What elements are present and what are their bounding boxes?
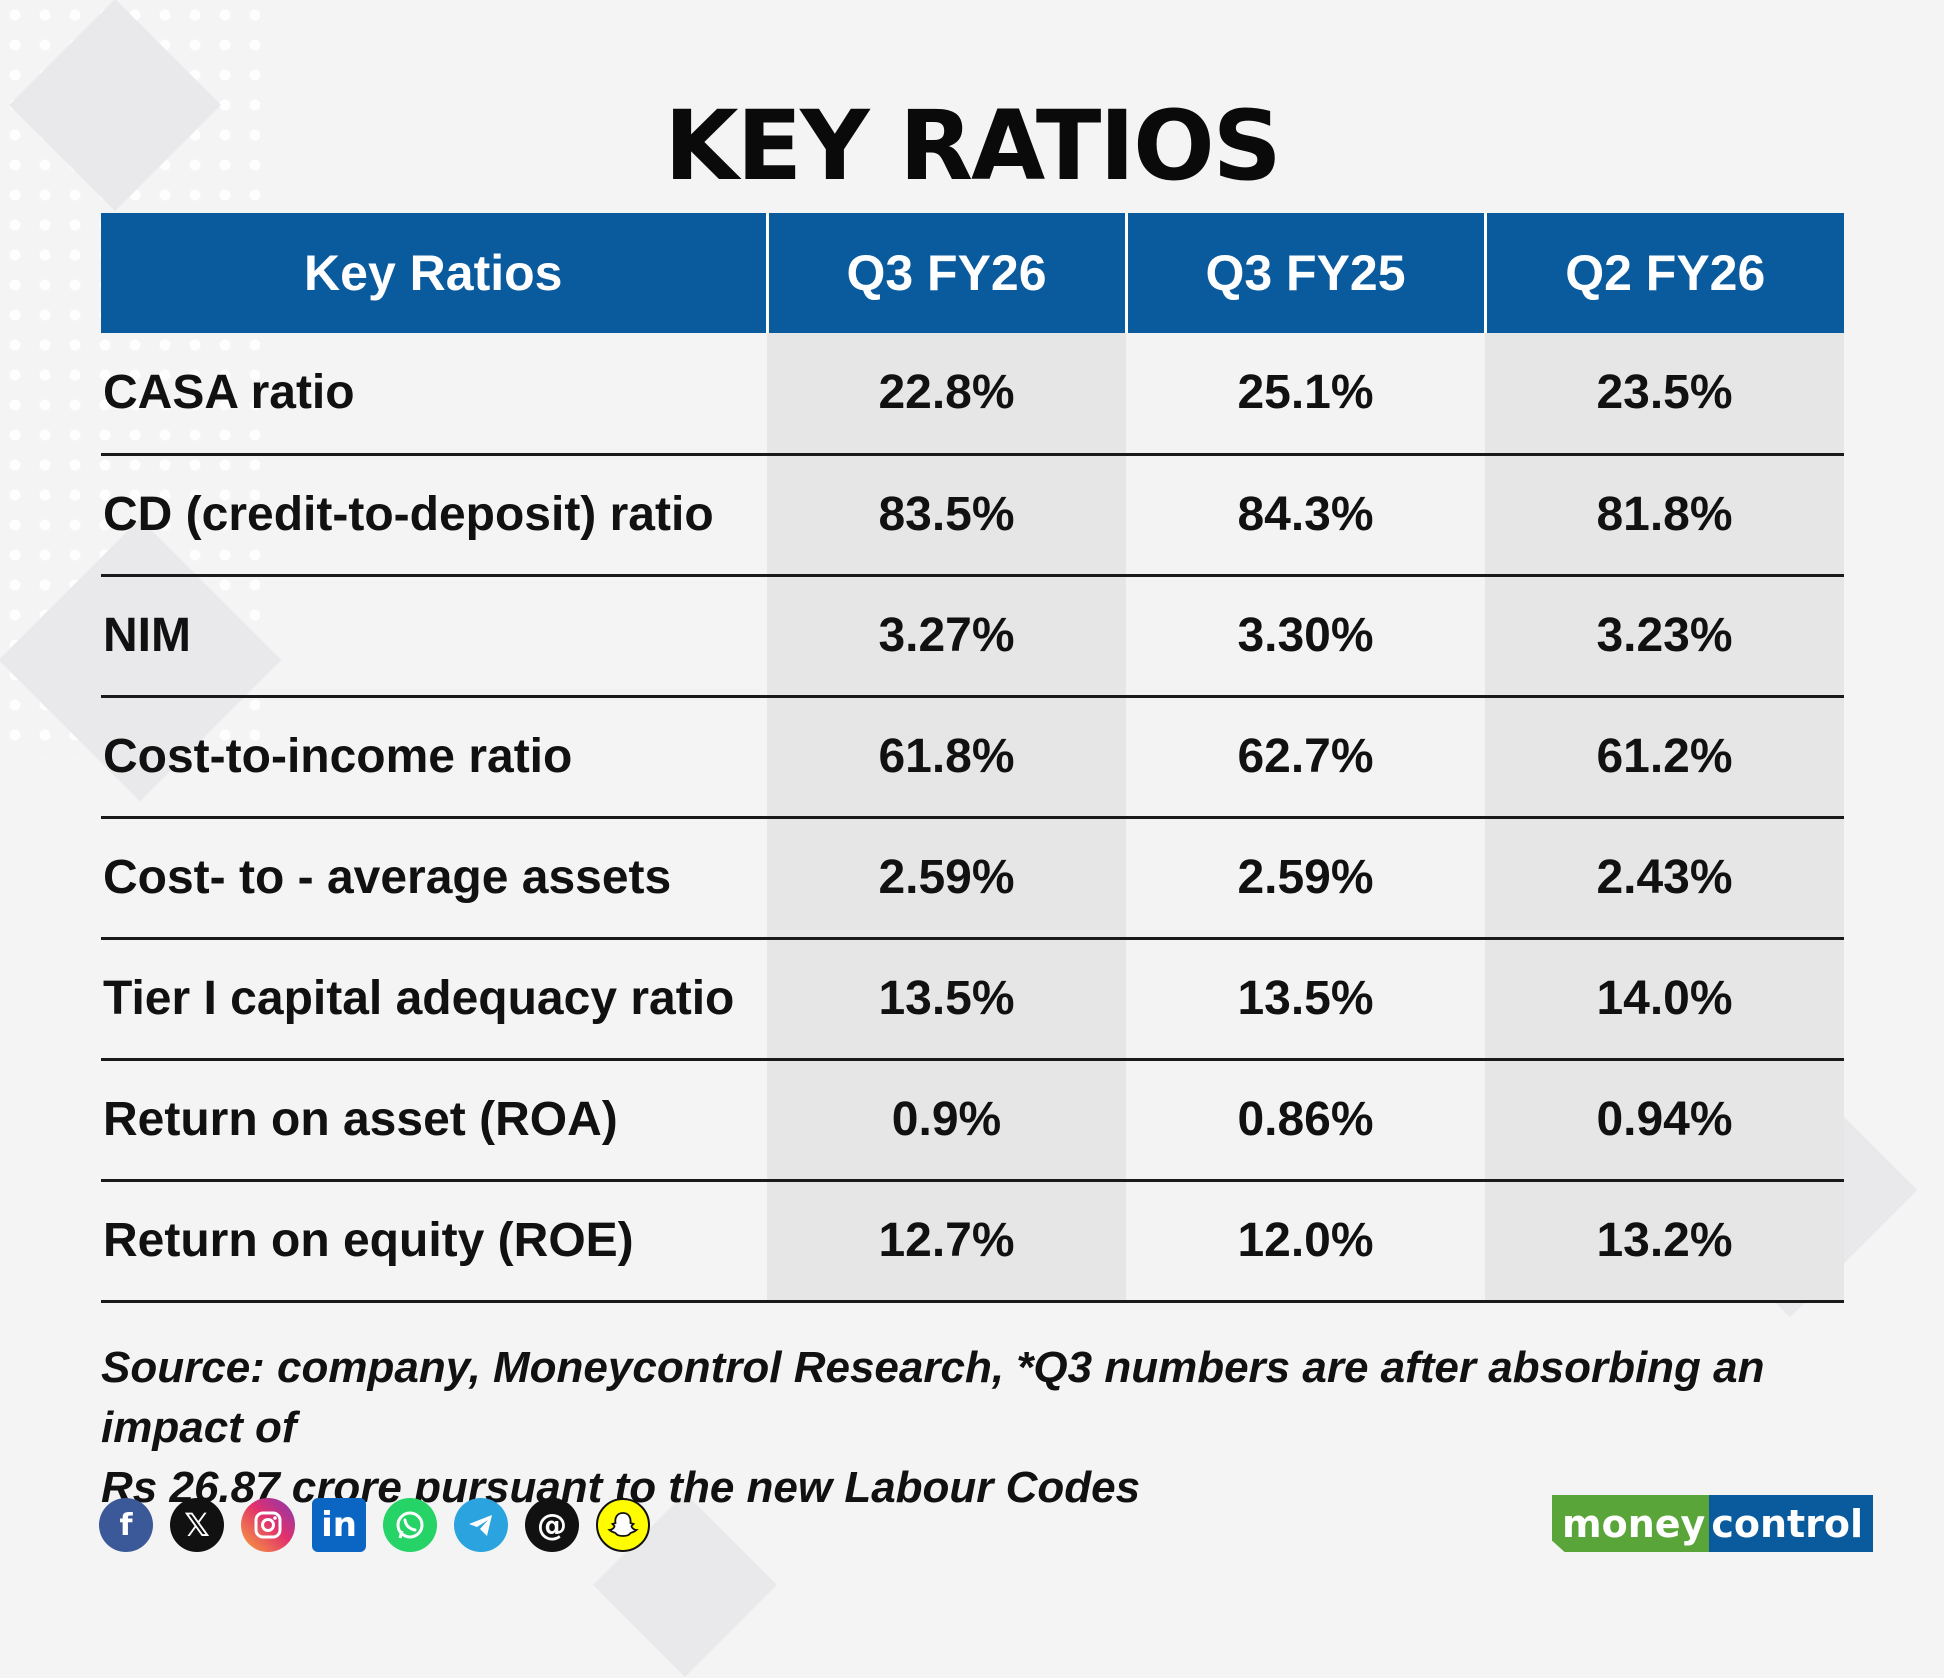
row-label: Return on asset (ROA) (101, 1059, 767, 1182)
column-header: Q3 FY26 (765, 213, 1126, 333)
table-cell: 61.8% (767, 696, 1126, 819)
table-cell: 3.30% (1126, 575, 1485, 698)
whatsapp-icon[interactable] (383, 1498, 437, 1552)
table-cell: 0.94% (1485, 1059, 1844, 1182)
table-row: NIM 3.27% 3.30% 3.23% (101, 575, 1844, 698)
table-cell: 3.27% (767, 575, 1126, 698)
table-cell: 12.0% (1126, 1180, 1485, 1303)
facebook-icon[interactable]: f (99, 1498, 153, 1552)
table-row: Return on asset (ROA) 0.9% 0.86% 0.94% (101, 1059, 1844, 1182)
table-cell: 62.7% (1126, 696, 1485, 819)
column-header: Key Ratios (101, 213, 767, 333)
table-cell: 12.7% (767, 1180, 1126, 1303)
linkedin-icon[interactable]: in (312, 1498, 366, 1552)
telegram-icon[interactable] (454, 1498, 508, 1552)
table-cell: 13.2% (1485, 1180, 1844, 1303)
table-cell: 13.5% (1126, 938, 1485, 1061)
table-cell: 3.23% (1485, 575, 1844, 698)
table-cell: 22.8% (767, 333, 1126, 456)
moneycontrol-logo: money control (1552, 1495, 1874, 1552)
table-cell: 61.2% (1485, 696, 1844, 819)
row-label: NIM (101, 575, 767, 698)
row-label: Cost- to - average assets (101, 817, 767, 940)
column-header: Q3 FY25 (1124, 213, 1485, 333)
table-cell: 2.59% (767, 817, 1126, 940)
threads-icon[interactable]: @ (525, 1498, 579, 1552)
table-cell: 23.5% (1485, 333, 1844, 456)
source-note: Source: company, Moneycontrol Research, … (101, 1338, 1861, 1518)
x-icon[interactable]: 𝕏 (170, 1498, 224, 1552)
row-label: Return on equity (ROE) (101, 1180, 767, 1303)
instagram-icon[interactable] (241, 1498, 295, 1552)
table-cell: 2.43% (1485, 817, 1844, 940)
table-header-row: Key Ratios Q3 FY26 Q3 FY25 Q2 FY26 (101, 213, 1844, 333)
logo-money-part: money (1552, 1495, 1710, 1552)
table-row: Tier I capital adequacy ratio 13.5% 13.5… (101, 938, 1844, 1061)
snapchat-icon[interactable] (596, 1498, 650, 1552)
page-title: KEY RATIOS (664, 90, 1282, 202)
logo-control-part: control (1709, 1495, 1874, 1552)
source-line: Source: company, Moneycontrol Research, … (101, 1343, 1765, 1452)
row-label: Tier I capital adequacy ratio (101, 938, 767, 1061)
row-label: CASA ratio (101, 333, 767, 456)
table-cell: 83.5% (767, 454, 1126, 577)
table-cell: 14.0% (1485, 938, 1844, 1061)
row-label: Cost-to-income ratio (101, 696, 767, 819)
table-row: Cost-to-income ratio 61.8% 62.7% 61.2% (101, 696, 1844, 819)
table-cell: 2.59% (1126, 817, 1485, 940)
table-cell: 13.5% (767, 938, 1126, 1061)
social-icons-bar: f 𝕏 in @ (99, 1498, 650, 1552)
table-row: Return on equity (ROE) 12.7% 12.0% 13.2% (101, 1180, 1844, 1303)
table-cell: 84.3% (1126, 454, 1485, 577)
row-label: CD (credit-to-deposit) ratio (101, 454, 767, 577)
key-ratios-table: Key Ratios Q3 FY26 Q3 FY25 Q2 FY26 CASA … (101, 213, 1844, 1303)
table-cell: 0.9% (767, 1059, 1126, 1182)
table-cell: 0.86% (1126, 1059, 1485, 1182)
column-header: Q2 FY26 (1483, 213, 1844, 333)
table-row: Cost- to - average assets 2.59% 2.59% 2.… (101, 817, 1844, 940)
table-cell: 81.8% (1485, 454, 1844, 577)
table-row: CASA ratio 22.8% 25.1% 23.5% (101, 333, 1844, 456)
table-cell: 25.1% (1126, 333, 1485, 456)
table-row: CD (credit-to-deposit) ratio 83.5% 84.3%… (101, 454, 1844, 577)
